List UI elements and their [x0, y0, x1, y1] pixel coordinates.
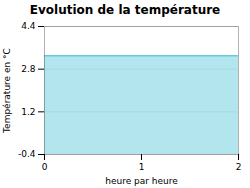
html-text:Evolution de la température: Evolution de la température: [29, 3, 221, 17]
svg-text:1: 1: [139, 162, 145, 172]
svg-text:1.2: 1.2: [21, 107, 35, 117]
svg-text:Température en °C: Température en °C: [2, 48, 12, 134]
svg-text:heure par heure: heure par heure: [105, 176, 178, 186]
svg-text:4.4: 4.4: [21, 21, 36, 31]
svg-text:2.8: 2.8: [21, 64, 36, 74]
svg-text:-0.4: -0.4: [18, 149, 36, 159]
svg-text:0: 0: [42, 162, 48, 172]
svg-text:2: 2: [236, 162, 242, 172]
